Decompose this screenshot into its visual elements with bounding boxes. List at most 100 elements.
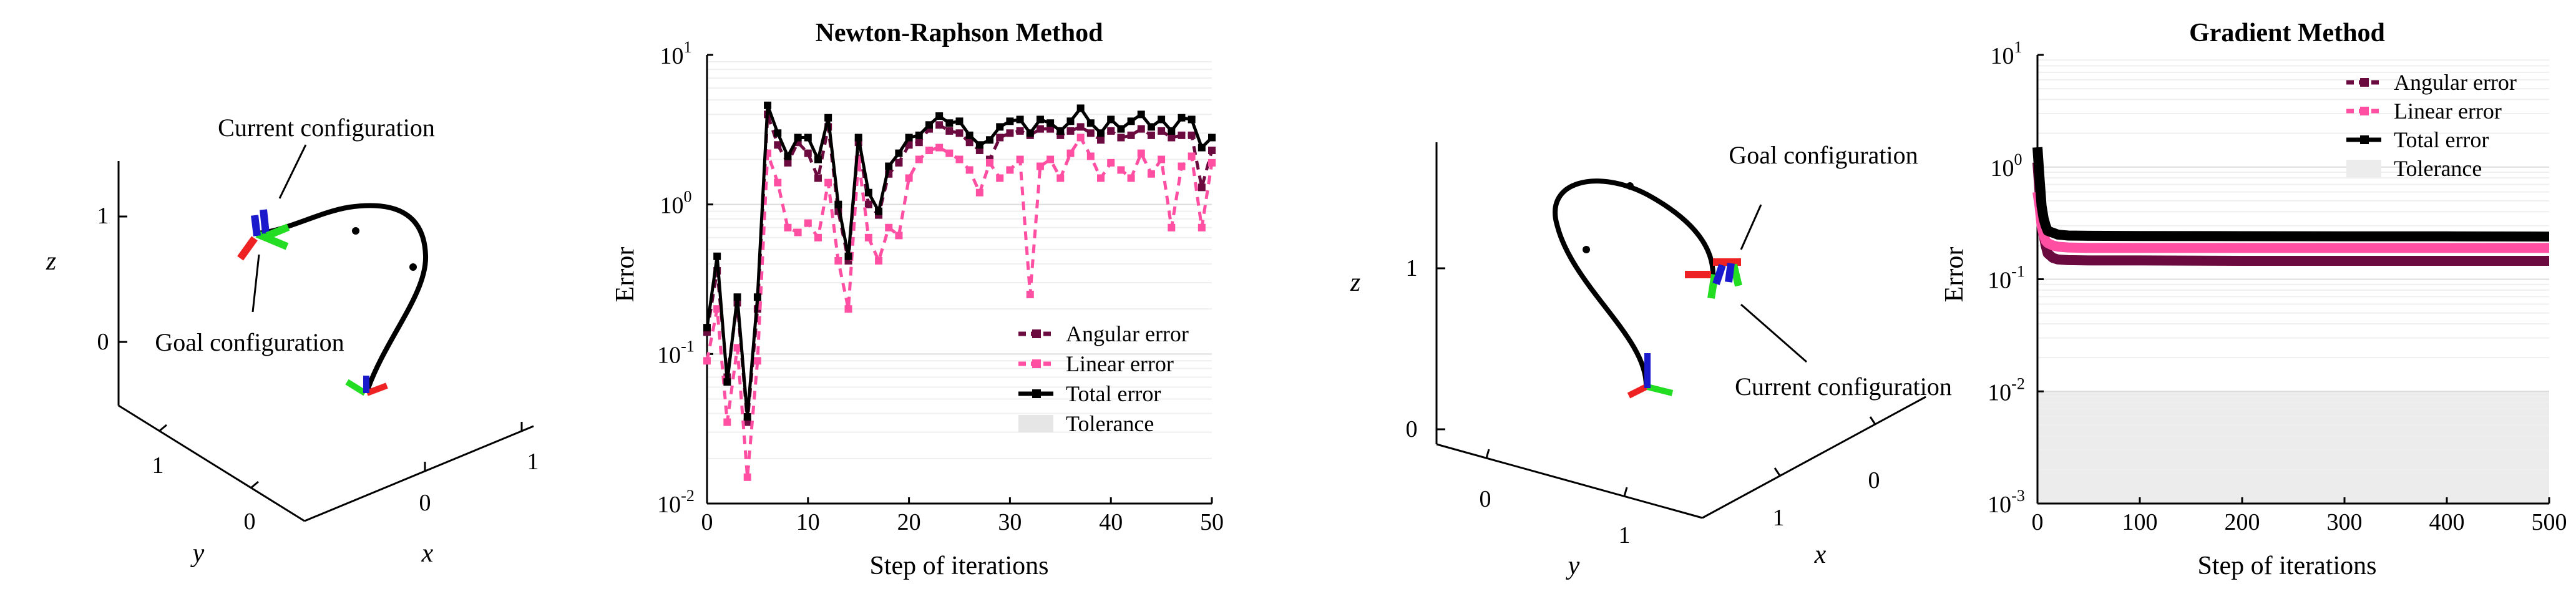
panel-b-point-linear-error <box>1168 223 1176 231</box>
panel-b-point-linear-error <box>1158 155 1166 163</box>
panel-b-x-tick-label: 50 <box>1200 509 1224 535</box>
panel-b-point-total-error <box>1168 127 1176 135</box>
panel-a-3d-plot: 1 0 0 1 0 1 z y x Current configuration … <box>46 114 539 568</box>
panel-d-y-tick-label: 100 <box>1991 150 2022 182</box>
panel-b-point-total-error <box>1006 117 1014 125</box>
panel-b-point-total-error <box>1158 115 1166 124</box>
panel-b-point-angular-error <box>804 149 812 157</box>
panel-a-x-tick-0: 0 <box>419 490 431 516</box>
panel-b-point-total-error <box>864 188 872 197</box>
panel-c-callout-line <box>1740 303 1807 363</box>
panel-b-point-angular-error <box>1046 125 1055 133</box>
panel-b-point-total-error <box>804 134 812 142</box>
panel-d-ylabel: Error <box>1940 247 1969 303</box>
panel-d-y-tick-label: 10-2 <box>1988 374 2025 406</box>
panel-b-x-tick-label: 10 <box>796 509 820 535</box>
panel-b-point-linear-error <box>1026 290 1034 298</box>
panel-d-legend-marker <box>2360 135 2369 144</box>
panel-b-point-angular-error <box>1086 129 1095 137</box>
panel-b-point-total-error <box>945 119 954 127</box>
panel-b-point-angular-error <box>1107 127 1115 135</box>
panel-b-point-angular-error <box>1127 131 1135 139</box>
panel-b-point-total-error <box>1188 115 1196 124</box>
panel-b-point-total-error <box>975 141 983 149</box>
panel-d-x-tick-label: 500 <box>2532 509 2567 535</box>
panel-d-legend-label: Angular error <box>2394 70 2517 95</box>
panel-b-point-total-error <box>895 149 903 157</box>
panel-b-point-total-error <box>955 117 964 125</box>
panel-b-point-angular-error <box>915 139 923 147</box>
panel-a-frame-goal <box>237 209 290 261</box>
panel-b-point-angular-error <box>935 121 944 129</box>
panel-b-point-linear-error <box>925 146 933 154</box>
panel-b-point-angular-error <box>955 129 964 137</box>
panel-b-point-total-error <box>1016 115 1024 124</box>
panel-b-point-linear-error <box>1036 162 1044 170</box>
panel-b-point-angular-error <box>945 127 954 135</box>
panel-b-point-linear-error <box>824 178 832 187</box>
panel-b-point-linear-error <box>935 144 944 152</box>
panel-b-ylabel: Error <box>611 247 640 303</box>
panel-b-title: Newton-Raphson Method <box>816 19 1103 47</box>
panel-b-point-linear-error <box>965 166 973 174</box>
panel-c-y-tick-1: 1 <box>1619 522 1631 548</box>
panel-d-x-tick-label: 400 <box>2429 509 2465 535</box>
panel-d-y-tick-label: 101 <box>1991 38 2022 69</box>
panel-b-newton-raphson-chart: Newton-Raphson Method Step of iterations… <box>611 19 1224 580</box>
panel-a-annotation-goal: Goal configuration <box>155 328 344 356</box>
panel-b-legend-label: Linear error <box>1066 351 1174 376</box>
panel-b-point-angular-error <box>996 134 1004 142</box>
panel-b-point-total-error <box>965 131 973 139</box>
panel-a-frame-current <box>345 376 388 396</box>
panel-a-x-tick-1: 1 <box>527 449 539 475</box>
panel-c-frame-goal <box>1685 258 1742 299</box>
panel-c-z-label: z <box>1350 268 1360 297</box>
panel-b-point-angular-error <box>774 141 782 149</box>
panel-b-point-linear-error <box>915 155 923 163</box>
panel-b-point-linear-error <box>784 223 792 231</box>
panel-b-point-total-error <box>814 155 822 163</box>
panel-b-point-linear-error <box>753 357 761 365</box>
panel-b-point-total-error <box>844 252 852 260</box>
panel-b-point-total-error <box>1117 125 1125 133</box>
panel-c-z-tick-1: 1 <box>1406 255 1418 281</box>
panel-b-point-angular-error <box>1006 129 1014 137</box>
panel-b-point-total-error <box>905 134 913 142</box>
panel-b-legend-label: Tolerance <box>1066 411 1154 436</box>
panel-b-point-total-error <box>935 112 944 120</box>
panel-b-point-total-error <box>1036 115 1044 124</box>
panel-b-legend-marker <box>1032 389 1041 398</box>
panel-a-z-label: z <box>46 247 56 276</box>
panel-b-point-linear-error <box>743 473 751 481</box>
panel-b-point-total-error <box>764 101 772 109</box>
panel-b-point-total-error <box>996 123 1004 131</box>
panel-d-title: Gradient Method <box>2189 19 2385 47</box>
panel-d-xlabel: Step of iterations <box>2198 552 2377 580</box>
panel-b-point-angular-error <box>1076 123 1085 131</box>
panel-b-x-tick-label: 40 <box>1099 509 1123 535</box>
panel-c-y-tick-0: 0 <box>1480 486 1491 512</box>
panel-b-point-linear-error <box>885 223 893 231</box>
panel-c-annotation-current: Current configuration <box>1735 373 1952 401</box>
panel-b-point-total-error <box>1026 129 1034 137</box>
panel-b-point-angular-error <box>1016 127 1024 135</box>
panel-b-point-total-error <box>1066 117 1075 125</box>
panel-b-point-linear-error <box>996 174 1004 182</box>
panel-b-point-linear-error <box>723 418 731 426</box>
panel-c-x-axis-line <box>1702 396 1926 519</box>
panel-d-tolerance-band <box>2037 391 2549 504</box>
panel-b-point-total-error <box>925 121 933 129</box>
panel-d-x-tick-label: 200 <box>2225 509 2260 535</box>
panel-b-point-linear-error <box>703 357 711 365</box>
panel-d-legend-label: Linear error <box>2394 99 2502 124</box>
panel-b-point-angular-error <box>1066 127 1075 135</box>
panel-b-point-angular-error <box>1158 127 1166 135</box>
panel-b-legend-swatch <box>1018 415 1053 432</box>
panel-b-point-total-error <box>784 152 792 160</box>
panel-b-point-total-error <box>1076 104 1085 112</box>
panel-d-gradient-chart: Gradient Method Step of iterations Error… <box>1940 19 2567 580</box>
panel-d-x-tick-label: 0 <box>2032 509 2044 535</box>
panel-b-point-angular-error <box>1117 134 1125 142</box>
panel-a-y-tick-1: 1 <box>152 452 164 479</box>
panel-b-legend-label: Angular error <box>1066 321 1189 346</box>
